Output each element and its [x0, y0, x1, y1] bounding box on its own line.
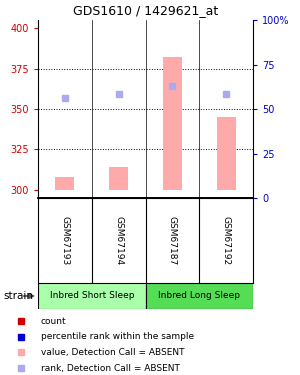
Text: percentile rank within the sample: percentile rank within the sample	[41, 332, 194, 341]
Text: count: count	[41, 317, 66, 326]
Bar	[38, 283, 146, 309]
Bar	[56, 177, 74, 190]
Text: Inbred Long Sleep: Inbred Long Sleep	[158, 291, 240, 300]
Text: GSM67194: GSM67194	[114, 216, 123, 265]
Bar	[109, 167, 128, 190]
Text: rank, Detection Call = ABSENT: rank, Detection Call = ABSENT	[41, 363, 180, 372]
Text: GSM67187: GSM67187	[168, 216, 177, 265]
Text: strain: strain	[3, 291, 33, 301]
Bar	[146, 283, 253, 309]
Text: value, Detection Call = ABSENT: value, Detection Call = ABSENT	[41, 348, 184, 357]
Text: GSM67192: GSM67192	[222, 216, 231, 265]
Text: GSM67193: GSM67193	[60, 216, 69, 265]
Title: GDS1610 / 1429621_at: GDS1610 / 1429621_at	[73, 4, 218, 18]
Text: Inbred Short Sleep: Inbred Short Sleep	[50, 291, 134, 300]
Bar	[217, 117, 236, 190]
Bar	[163, 57, 182, 190]
